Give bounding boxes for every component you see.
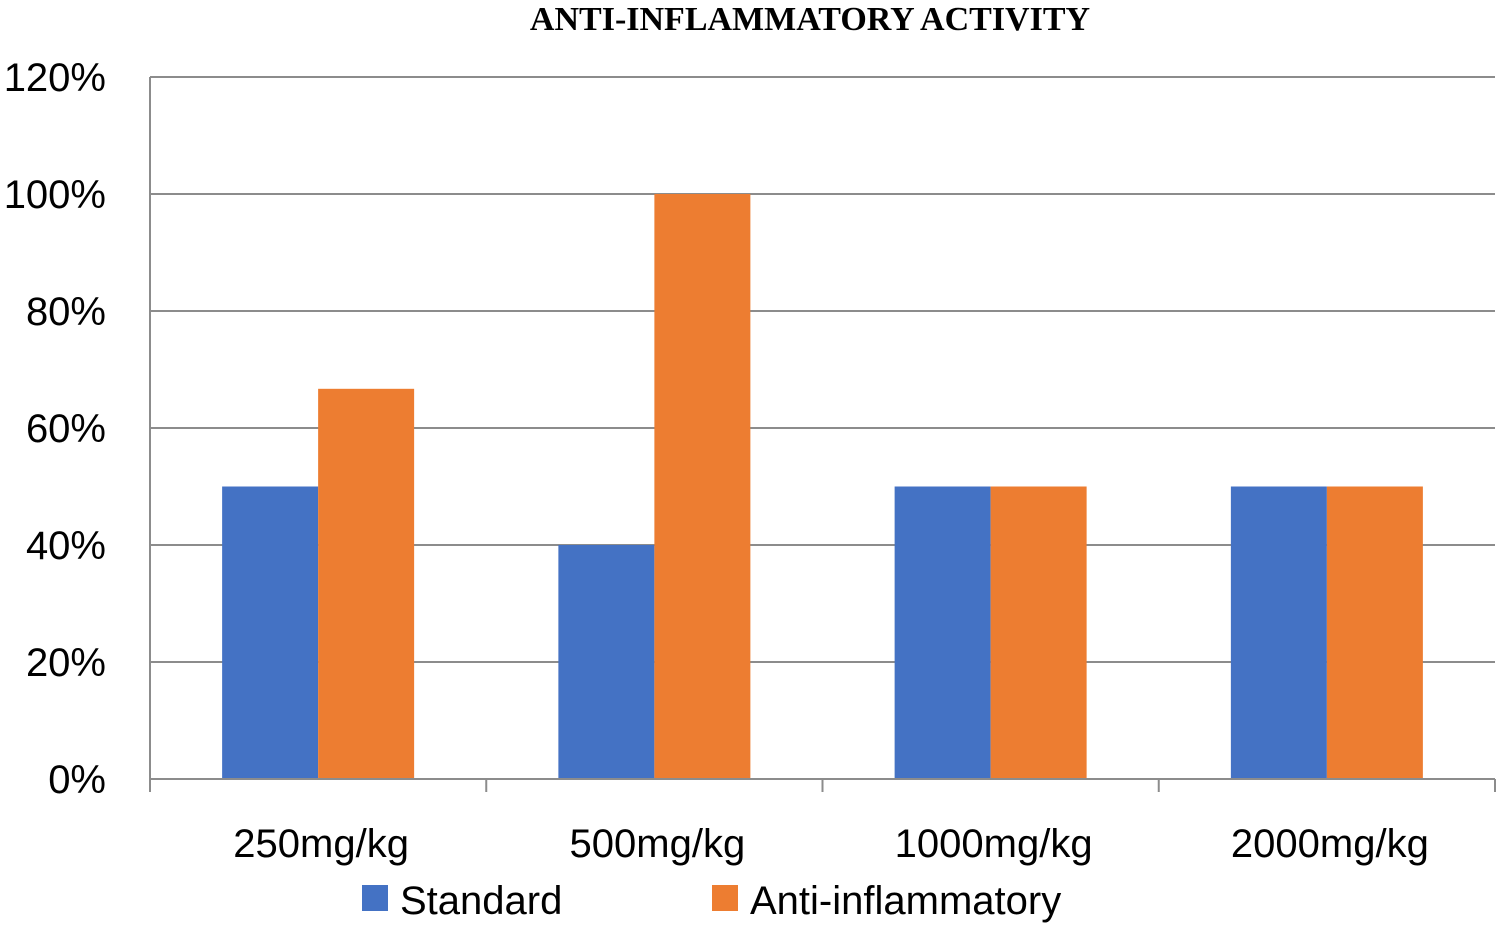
- bar-anti-inflammatory: [654, 194, 751, 779]
- chart-title: ANTI-INFLAMMATORY ACTIVITY: [530, 1, 1090, 38]
- bar-standard: [558, 545, 655, 779]
- y-tick-label: 0%: [48, 758, 106, 802]
- legend-swatch: [362, 885, 388, 911]
- y-tick-label: 80%: [26, 290, 106, 334]
- bar-standard: [894, 486, 991, 779]
- x-tick-label: 1000mg/kg: [895, 822, 1093, 866]
- x-tick-labels: 250mg/kg 500mg/kg 1000mg/kg 2000mg/kg: [233, 822, 1429, 866]
- bars: [222, 194, 1423, 779]
- y-tick-label: 100%: [4, 173, 106, 217]
- legend: Standard Anti-inflammatory: [362, 879, 1061, 923]
- bar-anti-inflammatory: [1326, 486, 1423, 779]
- axes: [149, 77, 1496, 792]
- legend-label: Standard: [400, 879, 562, 923]
- bar-anti-inflammatory: [318, 388, 415, 779]
- x-tick-label: 250mg/kg: [233, 822, 409, 866]
- legend-label: Anti-inflammatory: [750, 879, 1061, 923]
- y-tick-label: 60%: [26, 407, 106, 451]
- bar-standard: [1230, 486, 1327, 779]
- bar-anti-inflammatory: [990, 486, 1087, 779]
- y-tick-labels: 0% 20% 40% 60% 80% 100% 120%: [4, 56, 106, 802]
- legend-swatch: [712, 885, 738, 911]
- y-tick-label: 40%: [26, 524, 106, 568]
- bar-standard: [222, 486, 319, 779]
- x-tick-label: 2000mg/kg: [1231, 822, 1429, 866]
- y-tick-label: 120%: [4, 56, 106, 100]
- y-tick-label: 20%: [26, 641, 106, 685]
- x-tick-label: 500mg/kg: [570, 822, 746, 866]
